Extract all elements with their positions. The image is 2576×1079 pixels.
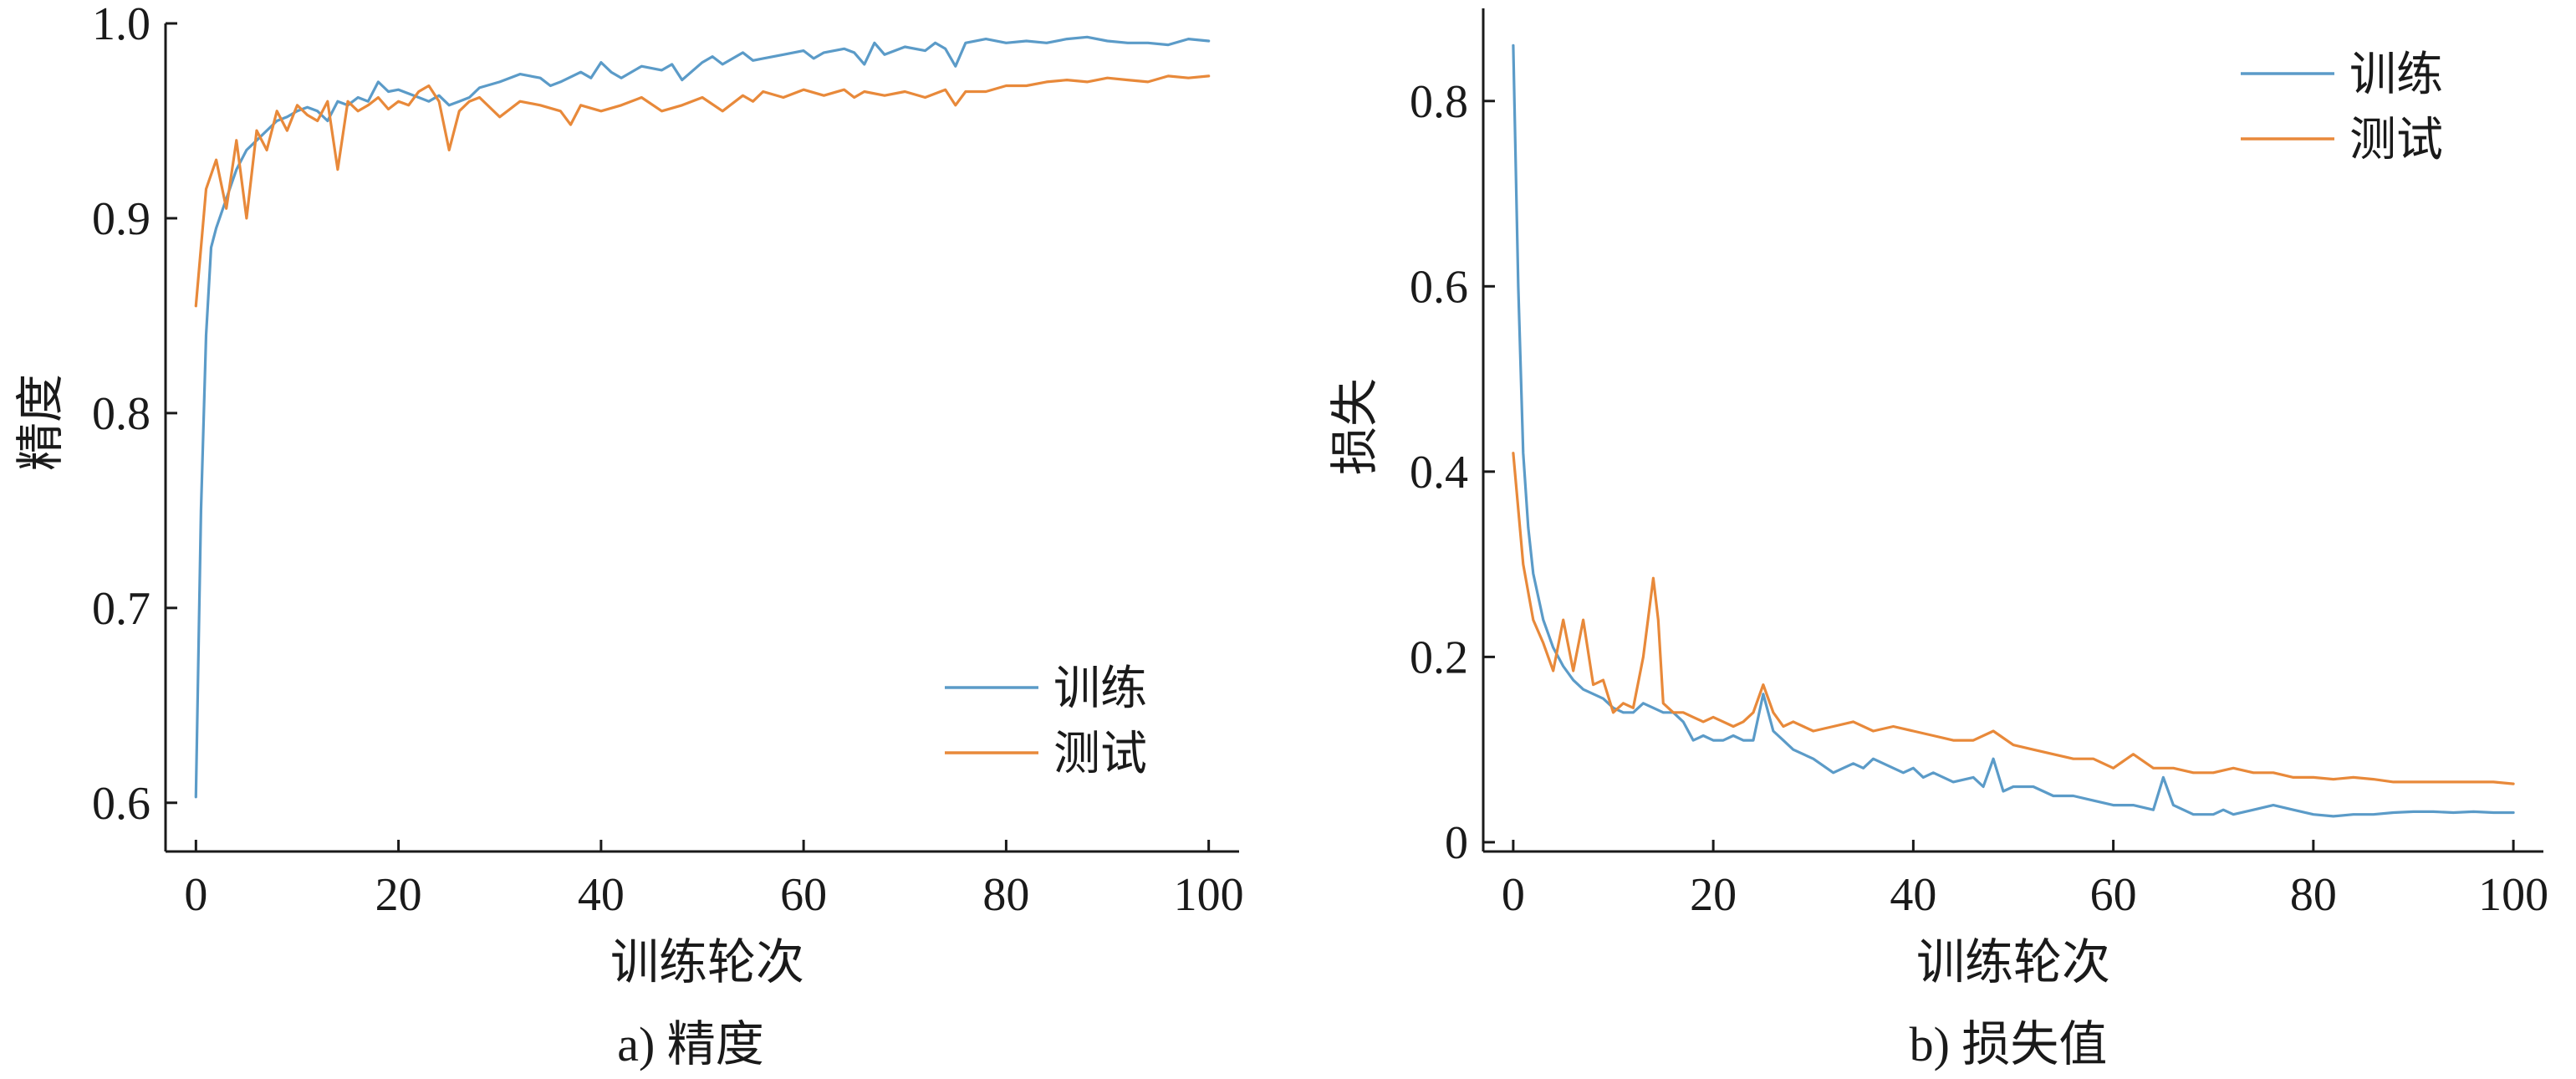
accuracy-y-tick-label: 0.8 (92, 388, 150, 440)
loss-x-tick-label: 80 (2290, 869, 2337, 921)
accuracy-x-tick-label: 20 (375, 869, 422, 921)
accuracy-series-test-line (194, 74, 1211, 308)
loss-caption: b) 损失值 (1910, 1017, 2108, 1071)
accuracy-y-tick-label: 1.0 (92, 0, 150, 50)
accuracy-series-lines (194, 35, 1211, 799)
loss-y-ticks: 0 0.2 0.4 0.6 0.8 (1410, 76, 1495, 869)
loss-x-axis-title: 训练轮次 (1916, 935, 2110, 990)
loss-y-tick-label: 0 (1445, 817, 1468, 869)
loss-y-tick-label: 0.2 (1410, 632, 1468, 683)
accuracy-x-tick-label: 0 (184, 869, 207, 921)
loss-y-axis-title: 损失 (1328, 378, 1382, 475)
accuracy-x-tick-label: 100 (1174, 869, 1244, 921)
loss-x-tick-label: 60 (2090, 869, 2137, 921)
accuracy-legend-label-test: 测试 (1053, 729, 1147, 780)
loss-x-tick-label: 40 (1890, 869, 1936, 921)
accuracy-y-tick-label: 0.6 (92, 778, 150, 830)
accuracy-series-train-line (194, 35, 1211, 799)
loss-chart: 0 0.2 0.4 0.6 0.8 0 20 40 60 80 100 损失 训练轮次 b) 损失… (1328, 8, 2548, 1071)
accuracy-y-tick-label: 0.9 (92, 193, 150, 245)
accuracy-x-tick-label: 40 (578, 869, 625, 921)
loss-x-tick-label: 20 (1690, 869, 1737, 921)
accuracy-chart: 0.6 0.7 0.8 0.9 1.0 0 20 40 60 80 100 精度 训练轮次 a) … (13, 0, 1244, 1071)
loss-x-tick-label: 100 (2478, 869, 2548, 921)
loss-y-tick-label: 0.4 (1410, 447, 1468, 499)
accuracy-caption: a) 精度 (617, 1017, 764, 1071)
accuracy-x-axis-title: 训练轮次 (610, 935, 804, 990)
loss-legend-label-train: 训练 (2349, 49, 2443, 101)
accuracy-x-tick-label: 80 (982, 869, 1029, 921)
loss-x-ticks: 0 20 40 60 80 100 (1502, 840, 2548, 921)
loss-series-test-line (1512, 452, 2515, 785)
loss-series-lines (1512, 43, 2515, 818)
loss-legend-label-test: 测试 (2349, 115, 2443, 166)
accuracy-y-ticks: 0.6 0.7 0.8 0.9 1.0 (92, 0, 177, 830)
loss-y-tick-label: 0.6 (1410, 261, 1468, 313)
accuracy-legend-label-train: 训练 (1053, 663, 1147, 715)
accuracy-y-tick-label: 0.7 (92, 583, 150, 635)
accuracy-x-tick-label: 60 (780, 869, 827, 921)
accuracy-x-ticks: 0 20 40 60 80 100 (184, 840, 1244, 921)
loss-x-tick-label: 0 (1502, 869, 1525, 921)
accuracy-y-axis-title: 精度 (13, 374, 68, 471)
loss-y-tick-label: 0.8 (1410, 76, 1468, 128)
